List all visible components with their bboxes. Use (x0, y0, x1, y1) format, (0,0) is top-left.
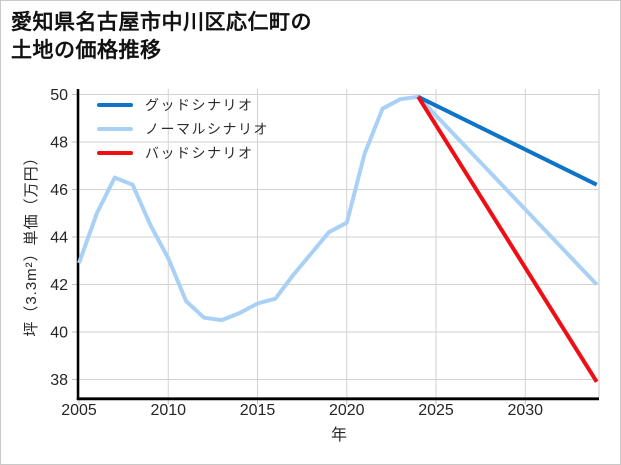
y-tick-label: 42 (50, 277, 68, 294)
x-tick-label: 2005 (61, 402, 97, 419)
y-tick-label: 38 (50, 372, 68, 389)
series-line-bad (416, 95, 599, 383)
chart-title-line1: 愛知県名古屋市中川区応仁町の (11, 11, 312, 34)
x-tick-label: 2030 (507, 402, 543, 419)
legend-label-normal: ノーマルシナリオ (145, 121, 269, 137)
y-tick-label: 48 (50, 134, 68, 151)
chart-title-line2: 土地の価格推移 (11, 39, 162, 62)
y-tick-label: 50 (50, 87, 68, 104)
chart-legend: グッドシナリオ ノーマルシナリオ バッドシナリオ (97, 93, 269, 165)
legend-item-normal-scenario: ノーマルシナリオ (97, 117, 269, 141)
legend-swatch-good (97, 103, 133, 107)
x-tick-label: 2015 (240, 402, 276, 419)
y-tick-label: 40 (50, 324, 68, 341)
y-tick-label: 44 (50, 229, 68, 246)
series-line-normal (77, 94, 599, 323)
chart-title: 愛知県名古屋市中川区応仁町の 土地の価格推移 (11, 9, 312, 65)
x-tick-label: 2010 (150, 402, 186, 419)
legend-item-good-scenario: グッドシナリオ (97, 93, 269, 117)
x-tick-label: 2025 (418, 402, 454, 419)
series-line-good (417, 95, 598, 187)
x-tick-label: 2020 (329, 402, 365, 419)
legend-label-bad: バッドシナリオ (145, 145, 254, 161)
y-tick-label: 46 (50, 182, 68, 199)
y-axis-title: 坪（3.3m²）単価（万円） (23, 149, 40, 337)
x-axis-title: 年 (330, 427, 347, 444)
legend-swatch-bad (97, 151, 133, 155)
legend-item-bad-scenario: バッドシナリオ (97, 141, 269, 165)
legend-swatch-normal (97, 127, 133, 131)
legend-label-good: グッドシナリオ (145, 97, 254, 113)
